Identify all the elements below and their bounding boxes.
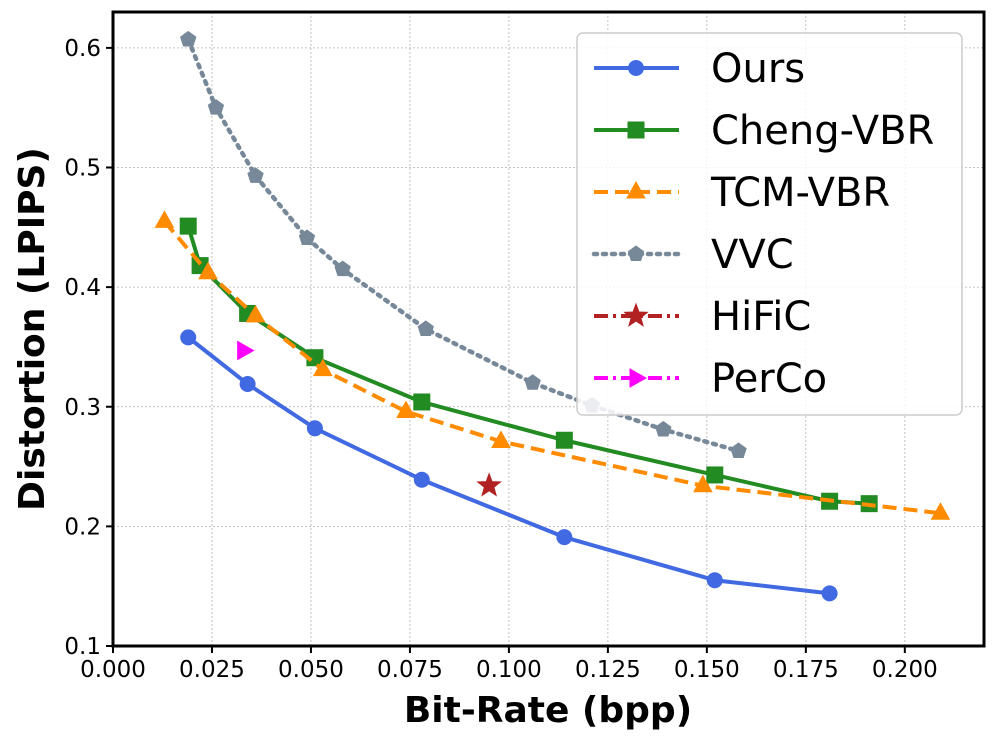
y-tick-label: 0.4 bbox=[64, 275, 101, 301]
data-point bbox=[821, 585, 838, 602]
series-layer bbox=[154, 30, 951, 602]
x-tick-label: 0.200 bbox=[872, 657, 938, 683]
x-axis-label: Bit-Rate (bpp) bbox=[404, 690, 692, 731]
data-point bbox=[396, 400, 416, 419]
legend-entry: PerCo bbox=[594, 356, 827, 402]
data-point bbox=[207, 99, 225, 115]
data-point bbox=[930, 502, 951, 520]
series-line bbox=[162, 220, 941, 516]
legend-marker bbox=[626, 180, 646, 199]
data-point bbox=[555, 431, 573, 449]
data-point bbox=[237, 340, 255, 361]
series-vvc bbox=[180, 30, 747, 458]
data-point bbox=[706, 572, 723, 589]
series-line bbox=[185, 37, 741, 454]
data-point bbox=[491, 430, 511, 448]
legend-label: VVC bbox=[711, 232, 794, 278]
legend-entry: Ours bbox=[594, 46, 805, 92]
x-tick-label: 0.050 bbox=[278, 657, 344, 683]
y-tick-label: 0.1 bbox=[64, 634, 101, 660]
x-tick-label: 0.125 bbox=[575, 657, 641, 683]
legend-label: Cheng-VBR bbox=[711, 108, 934, 154]
legend-marker bbox=[627, 121, 645, 139]
data-point bbox=[730, 442, 747, 458]
y-tick-label: 0.6 bbox=[64, 36, 101, 62]
x-tick-label: 0.025 bbox=[179, 657, 245, 683]
legend-label: PerCo bbox=[711, 356, 827, 402]
data-point bbox=[239, 376, 256, 393]
data-point bbox=[706, 466, 724, 484]
series-hific bbox=[476, 472, 502, 497]
data-point bbox=[413, 471, 430, 488]
legend-entry: Cheng-VBR bbox=[594, 108, 934, 154]
series-perco bbox=[237, 340, 255, 361]
y-tick-label: 0.2 bbox=[64, 514, 101, 540]
legend-marker bbox=[627, 245, 645, 261]
data-point bbox=[298, 229, 316, 246]
data-point bbox=[655, 420, 672, 437]
data-point bbox=[154, 210, 175, 228]
data-point bbox=[334, 260, 351, 277]
data-point bbox=[245, 304, 266, 323]
plot-frame bbox=[111, 10, 986, 648]
x-tick-label: 0.100 bbox=[476, 657, 542, 683]
data-point bbox=[312, 358, 333, 377]
data-point bbox=[476, 472, 502, 497]
y-axis-label: Distortion (LPIPS) bbox=[12, 147, 53, 511]
legend-entry: VVC bbox=[591, 232, 794, 278]
data-point bbox=[413, 393, 431, 411]
x-tick-label: 0.000 bbox=[80, 657, 146, 683]
legend-label: HiFiC bbox=[711, 294, 811, 340]
data-point bbox=[693, 474, 713, 493]
series-ours bbox=[180, 329, 838, 602]
x-tick-label: 0.175 bbox=[773, 657, 839, 683]
data-point bbox=[556, 529, 573, 546]
ticks: 0.000 0.025 0.050 0.075 0.100 0.125 0.150 0.175… bbox=[64, 36, 937, 683]
y-tick-label: 0.3 bbox=[64, 395, 101, 421]
data-point bbox=[417, 320, 434, 336]
x-tick-label: 0.150 bbox=[674, 657, 740, 683]
data-point bbox=[179, 217, 197, 235]
legend-label: Ours bbox=[711, 46, 805, 92]
legend-marker bbox=[623, 302, 649, 327]
data-point bbox=[306, 420, 323, 437]
data-point bbox=[247, 167, 264, 183]
data-point bbox=[524, 374, 541, 390]
x-tick-label: 0.075 bbox=[377, 657, 443, 683]
legend-marker bbox=[628, 60, 644, 76]
legend-label: TCM-VBR bbox=[710, 170, 890, 216]
data-point bbox=[180, 30, 197, 47]
legend-marker bbox=[629, 368, 648, 388]
data-point bbox=[198, 261, 218, 280]
legend-entry: HiFiC bbox=[594, 294, 811, 340]
series-tcm-vbr bbox=[154, 210, 951, 520]
legend-entry: TCM-VBR bbox=[594, 170, 890, 216]
data-point bbox=[180, 329, 197, 346]
y-tick-label: 0.5 bbox=[64, 156, 101, 182]
legend: Ours Cheng-VBR TCM-VBR VVC HiFiC PerCo bbox=[576, 32, 963, 416]
